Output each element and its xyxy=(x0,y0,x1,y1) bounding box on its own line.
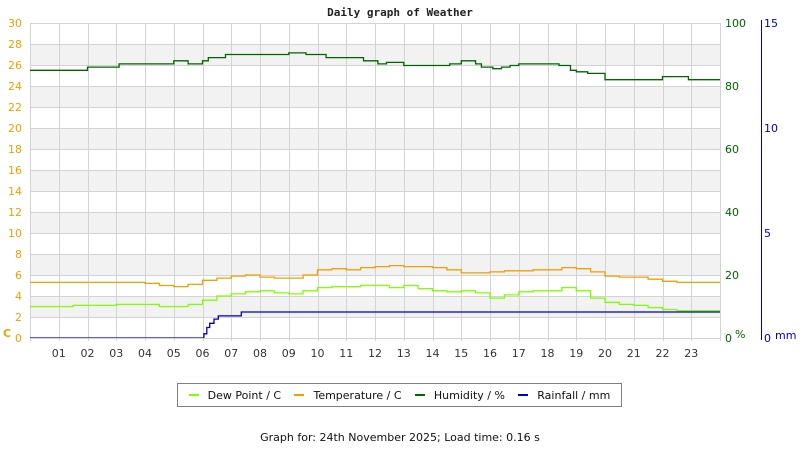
hour-tick-label: 07 xyxy=(224,347,238,360)
temperature-axis-unit: C xyxy=(3,327,11,340)
series-lines xyxy=(30,52,720,339)
hour-tick-label: 11 xyxy=(339,347,353,360)
temperature-tick-label: 2 xyxy=(15,311,22,324)
chart-title: Daily graph of Weather xyxy=(327,6,473,19)
humidity-line xyxy=(30,52,720,81)
rainfall-axis-ticks: 0 5 10 15 xyxy=(764,17,778,345)
temperature-tick-label: 20 xyxy=(8,122,22,135)
hour-tick-label: 01 xyxy=(52,347,66,360)
legend-item-dew-point: Dew Point / C xyxy=(188,388,282,402)
hour-tick-label: 04 xyxy=(138,347,152,360)
hour-tick-label: 12 xyxy=(368,347,382,360)
hour-tick-label: 15 xyxy=(454,347,468,360)
humidity-axis-ticks: 0 20 40 60 80 100 xyxy=(725,17,746,345)
temperature-tick-label: 0 xyxy=(15,332,22,345)
legend-label: Temperature / C xyxy=(313,388,402,402)
temperature-tick-label: 22 xyxy=(8,101,22,114)
temperature-tick-label: 14 xyxy=(8,185,22,198)
temperature-line xyxy=(30,264,720,288)
hour-tick-label: 13 xyxy=(397,347,411,360)
temperature-swatch-icon xyxy=(294,394,305,396)
hour-tick-label: 08 xyxy=(253,347,267,360)
hour-tick-label: 18 xyxy=(541,347,555,360)
hour-tick-label: 23 xyxy=(684,347,698,360)
legend-label: Rainfall / mm xyxy=(537,388,611,402)
hour-tick-label: 05 xyxy=(167,347,181,360)
rainfall-line xyxy=(30,311,720,339)
weather-chart: Daily graph of Weather 02468101214161820… xyxy=(3,6,796,360)
temperature-tick-label: 30 xyxy=(8,17,22,30)
temperature-tick-label: 28 xyxy=(8,38,22,51)
x-axis-ticks: 01 02 03 04 05 06 07 08 09 10 11 12 13 14 15 16 17 18 19 20… xyxy=(52,347,699,360)
humidity-tick-label: 80 xyxy=(725,80,739,93)
hour-tick-label: 10 xyxy=(311,347,325,360)
hour-tick-label: 14 xyxy=(426,347,440,360)
temperature-tick-label: 24 xyxy=(8,80,22,93)
rainfall-tick-label: 0 xyxy=(764,332,771,345)
humidity-tick-label: 20 xyxy=(725,269,739,282)
hour-tick-label: 19 xyxy=(569,347,583,360)
legend-label: Dew Point / C xyxy=(207,388,282,402)
temperature-tick-label: 4 xyxy=(15,290,22,303)
hour-tick-label: 09 xyxy=(282,347,296,360)
temperature-tick-label: 10 xyxy=(8,227,22,240)
temperature-tick-label: 6 xyxy=(15,269,22,282)
rainfall-tick-label: 5 xyxy=(764,227,771,240)
humidity-tick-label: 100 xyxy=(725,17,746,30)
humidity-tick-label: 40 xyxy=(725,206,739,219)
hour-tick-label: 17 xyxy=(512,347,526,360)
legend-label: Humidity / % xyxy=(433,388,505,402)
hour-tick-label: 03 xyxy=(109,347,123,360)
graph-footer: Graph for: 24th November 2025; Load time… xyxy=(260,431,540,444)
dew-point-swatch-icon xyxy=(188,394,199,396)
legend-item-humidity: Humidity / % xyxy=(414,388,505,402)
hour-tick-label: 20 xyxy=(598,347,612,360)
hour-tick-label: 16 xyxy=(483,347,497,360)
rainfall-tick-label: 10 xyxy=(764,122,778,135)
humidity-swatch-icon xyxy=(414,394,425,396)
legend-item-rainfall: Rainfall / mm xyxy=(518,389,610,402)
humidity-tick-label: 0 xyxy=(725,332,732,345)
hour-tick-label: 06 xyxy=(196,347,210,360)
temperature-tick-label: 12 xyxy=(8,206,22,219)
rainfall-tick-label: 15 xyxy=(764,17,778,30)
temperature-tick-label: 16 xyxy=(8,164,22,177)
hour-tick-label: 02 xyxy=(81,347,95,360)
humidity-axis-unit: % xyxy=(735,328,745,341)
hour-tick-label: 21 xyxy=(627,347,641,360)
temperature-tick-label: 8 xyxy=(15,248,22,261)
humidity-tick-label: 60 xyxy=(725,143,739,156)
rainfall-swatch-icon xyxy=(518,394,529,396)
legend-item-temperature: Temperature / C xyxy=(294,388,402,402)
rainfall-axis-unit: mm xyxy=(775,329,796,342)
hour-tick-label: 22 xyxy=(656,347,670,360)
dew-point-line xyxy=(30,284,720,312)
legend: Dew Point / C Temperature / C Humidity /… xyxy=(177,383,622,407)
temperature-tick-label: 18 xyxy=(8,143,22,156)
temperature-tick-label: 26 xyxy=(8,59,22,72)
